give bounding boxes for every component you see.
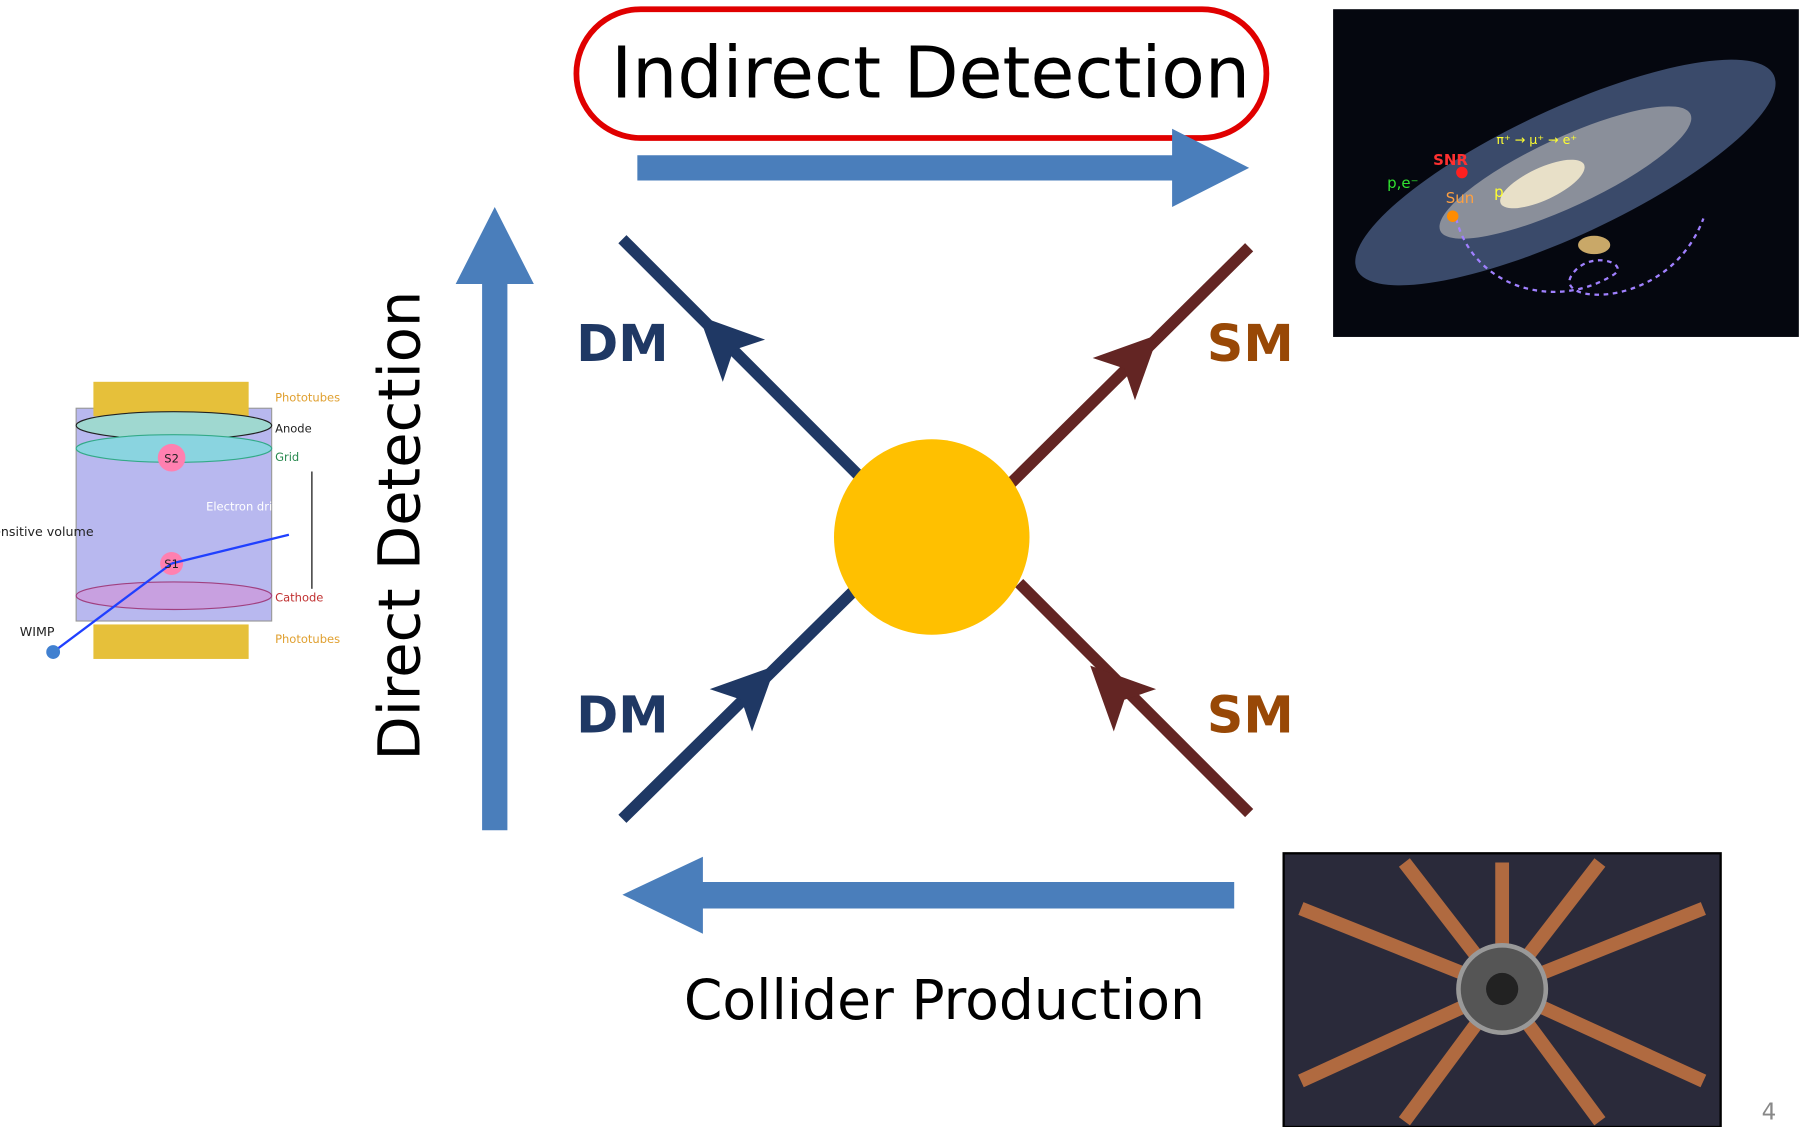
detector-label: Phototubes: [275, 390, 340, 404]
galaxy-image: SNR Sun p,e⁻ p π⁺ → μ⁺ → e⁺: [1330, 9, 1800, 337]
detector-label: WIMP: [20, 624, 55, 639]
leg-label: DM: [576, 314, 668, 373]
vertex: [834, 439, 1030, 635]
galaxy-label: p,e⁻: [1387, 174, 1418, 192]
arrow-up: [456, 207, 534, 830]
detector-label: Grid: [275, 450, 299, 464]
galaxy-label: π⁺ → μ⁺ → e⁺: [1496, 132, 1577, 147]
detector-label: Electron drift: [206, 500, 281, 514]
leg-label: DM: [576, 685, 668, 744]
page: Indirect Detection Direct Detection Coll…: [0, 0, 1806, 1127]
detector-label: Sensitive volume: [0, 524, 94, 539]
detector-label: S1: [164, 557, 179, 571]
diagram: Indirect Detection Direct Detection Coll…: [0, 0, 1806, 1127]
indirect-label: Indirect Detection: [611, 32, 1250, 115]
arrowhead: [1069, 644, 1156, 731]
direct-label: Direct Detection: [367, 291, 434, 761]
detector-label: Phototubes: [275, 632, 340, 646]
detector-image: Phototubes Anode Grid S2 Electron drift …: [0, 382, 340, 659]
leg-label: SM: [1207, 314, 1294, 373]
galaxy-label: SNR: [1433, 151, 1468, 169]
leg-label: SM: [1207, 685, 1294, 744]
detector-label: Anode: [275, 421, 312, 435]
collider-image: [1284, 853, 1721, 1127]
detector-label: Cathode: [275, 591, 323, 605]
arrow-left: [622, 857, 1234, 934]
page-number: 4: [1762, 1100, 1777, 1126]
galaxy-label: Sun: [1446, 189, 1474, 207]
collider-label: Collider Production: [684, 969, 1205, 1033]
detector-label: S2: [164, 451, 179, 465]
galaxy-label: p: [1494, 183, 1503, 201]
